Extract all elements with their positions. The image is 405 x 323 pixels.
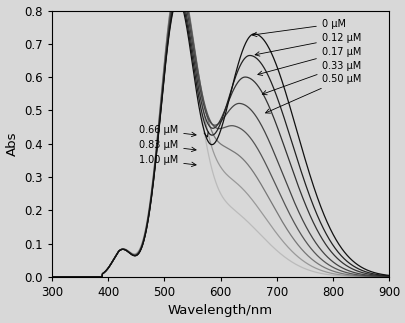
Y-axis label: Abs: Abs [6, 131, 19, 156]
Text: 0.66 μM: 0.66 μM [139, 125, 196, 137]
Text: 0.83 μM: 0.83 μM [139, 141, 196, 151]
Text: 1.00 μM: 1.00 μM [139, 155, 196, 167]
X-axis label: Wavelength/nm: Wavelength/nm [168, 305, 273, 318]
Text: 0 μM: 0 μM [252, 19, 345, 36]
Text: 0.50 μM: 0.50 μM [265, 75, 360, 113]
Text: 0.17 μM: 0.17 μM [257, 47, 360, 76]
Text: 0.33 μM: 0.33 μM [262, 61, 360, 95]
Text: 0.12 μM: 0.12 μM [254, 33, 360, 56]
